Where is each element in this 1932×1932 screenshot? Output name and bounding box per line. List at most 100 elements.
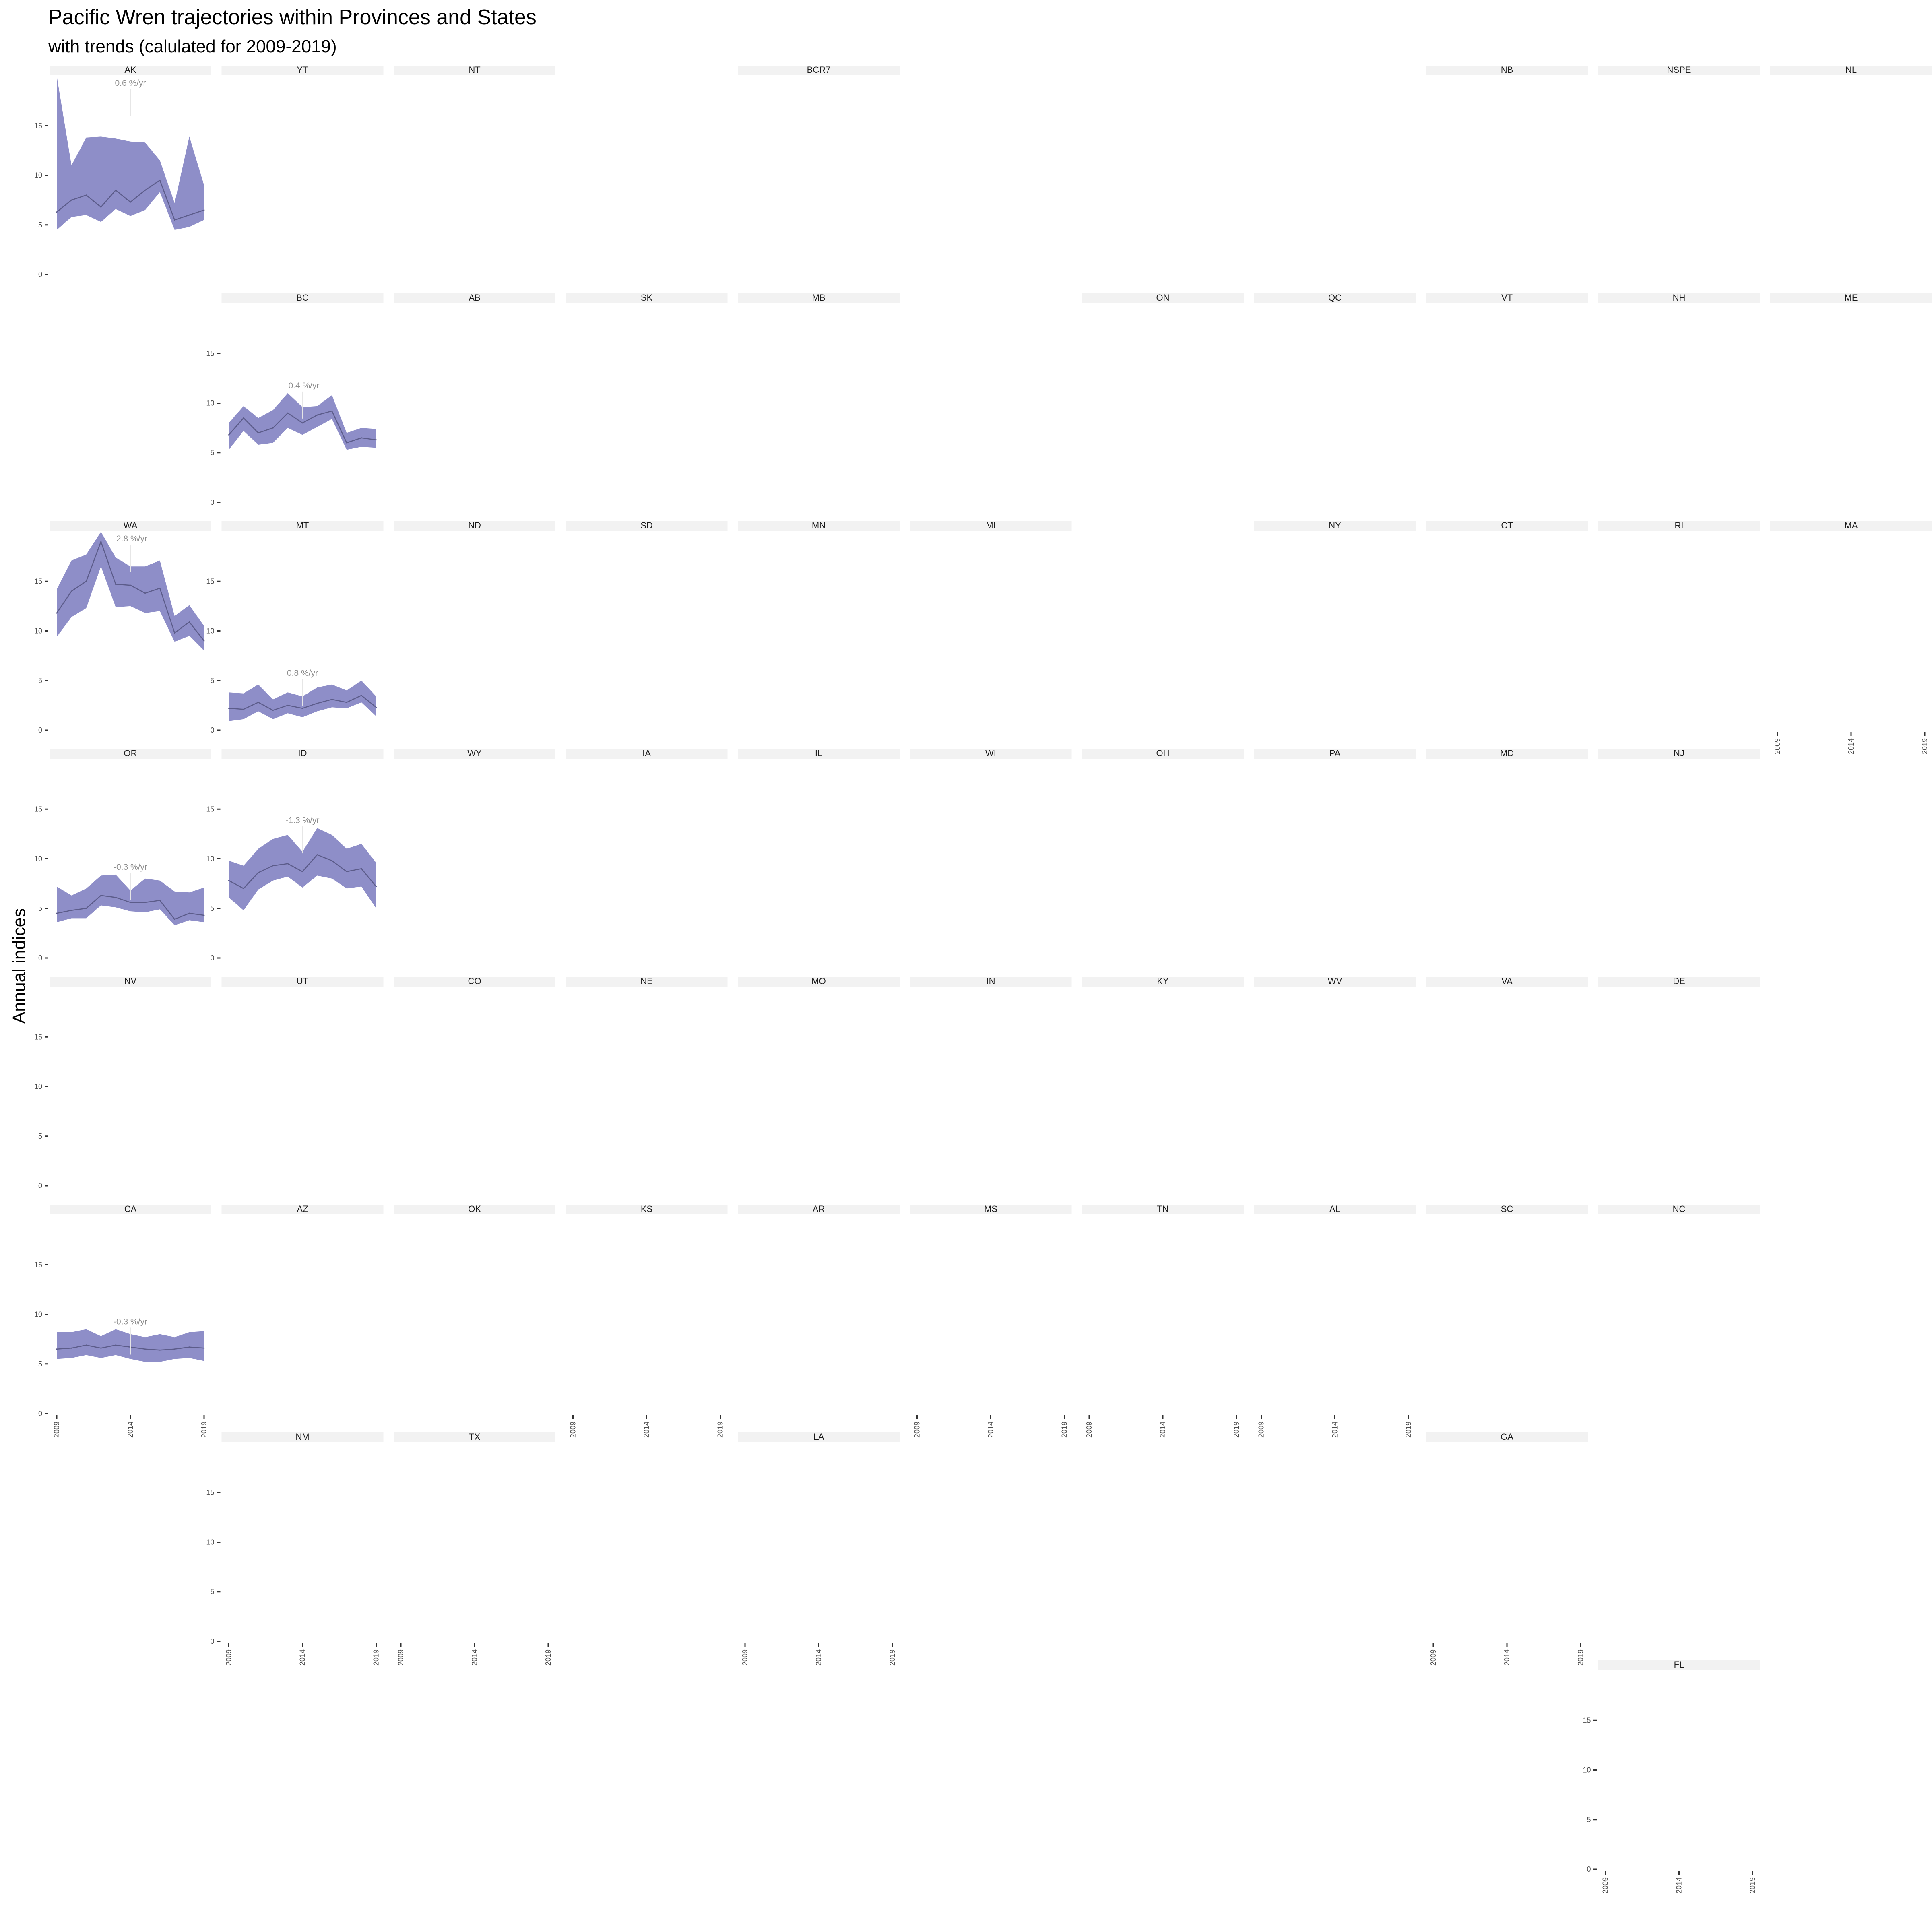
facet-strip-label: ID: [298, 748, 307, 758]
data-point: [361, 437, 362, 439]
confidence-ribbon: [229, 828, 376, 910]
data-point: [258, 872, 259, 873]
facet-strip-label: MO: [811, 976, 826, 986]
data-point: [159, 900, 161, 901]
data-point: [316, 702, 318, 704]
data-point: [203, 914, 205, 916]
facet-panel-md: MD: [1426, 748, 1588, 759]
facet-panel-mb: MB: [738, 293, 900, 303]
facet-strip-label: YT: [297, 65, 308, 75]
data-point: [243, 417, 244, 419]
x-tick-label: 2019: [1749, 1877, 1757, 1893]
x-tick-label: 2009: [741, 1649, 749, 1666]
data-point: [71, 590, 72, 592]
facet-strip-label: NJ: [1674, 748, 1684, 758]
facet-panel-pa: PA: [1254, 748, 1416, 759]
y-tick-label: 0: [38, 1410, 42, 1418]
data-point: [376, 439, 377, 441]
facet-strip-label: UT: [297, 976, 308, 986]
facet-strip: [1598, 749, 1760, 759]
confidence-ribbon: [229, 393, 376, 450]
x-tick-label: 2009: [1085, 1422, 1093, 1438]
data-point: [100, 541, 102, 543]
y-tick-label: 0: [38, 1182, 42, 1190]
y-tick-label: 10: [34, 627, 42, 635]
y-tick-label: 5: [38, 677, 42, 685]
facet-strip: [221, 1432, 384, 1442]
y-tick-label: 15: [34, 577, 42, 585]
y-tick-label: 15: [34, 1261, 42, 1269]
facet-strip-label: TX: [469, 1432, 480, 1442]
facet-strip-label: KS: [641, 1204, 652, 1214]
facet-panel-fl: FL 0 5 10 15 2009 2014 2019: [1583, 1660, 1760, 1893]
facet-strip: [738, 977, 900, 987]
data-point: [115, 897, 116, 898]
y-tick-label: 5: [210, 1588, 214, 1596]
data-point: [188, 214, 190, 216]
x-tick-label: 2009: [1773, 738, 1781, 754]
facet-panel-ma: MA 2009 2014 2019: [1770, 520, 1932, 754]
x-tick-label: 2014: [987, 1422, 995, 1438]
x-tick-label: 2009: [1257, 1422, 1265, 1438]
facet-strip-label: KY: [1157, 976, 1169, 986]
facet-strip-label: AK: [124, 65, 136, 75]
y-tick-label: 10: [206, 627, 214, 635]
data-point: [174, 219, 175, 221]
trend-label: 0.8 %/yr: [287, 669, 318, 678]
facet-strip: [221, 1205, 384, 1214]
trend-label: -0.3 %/yr: [114, 863, 147, 872]
data-point: [130, 201, 131, 203]
facet-panel-oh: OH: [1082, 748, 1244, 759]
facet-strip-label: NV: [124, 976, 137, 986]
facet-strip-label: NL: [1845, 65, 1857, 75]
y-tick-label: 5: [210, 904, 214, 912]
facet-strip: [221, 66, 384, 75]
facet-strip: [221, 749, 384, 759]
data-point: [100, 1347, 102, 1349]
x-tick-label: 2014: [126, 1422, 134, 1438]
data-point: [258, 432, 259, 433]
facet-strip: [1598, 1205, 1760, 1214]
x-tick-label: 2019: [544, 1649, 552, 1666]
facet-panel-ne: NE: [566, 976, 728, 987]
facet-panel-id: ID -1.3 %/yr 0 5 10 15: [206, 748, 384, 962]
data-point: [56, 912, 58, 914]
facet-strip: [1598, 521, 1760, 531]
facet-panel-ky: KY: [1082, 976, 1244, 987]
facet-strip: [1426, 521, 1588, 531]
facet-strip-label: OK: [468, 1204, 481, 1214]
facet-panel-mt: MT 0.8 %/yr 0 5 10 15: [206, 520, 384, 734]
facet-strip: [738, 1432, 900, 1442]
facet-strip: [50, 1205, 211, 1214]
facet-strip: [566, 521, 728, 531]
data-point: [272, 427, 274, 429]
facet-panel-or: OR -0.3 %/yr 0 5 10 15: [34, 748, 211, 962]
x-tick-label: 2009: [913, 1422, 921, 1438]
facet-strip-label: ME: [1845, 293, 1858, 303]
y-tick-label: 0: [1587, 1865, 1591, 1873]
x-tick-label: 2019: [1405, 1422, 1413, 1438]
facet-strip: [1254, 521, 1416, 531]
facet-panel-ab: AB: [394, 293, 555, 303]
facet-strip-label: BCR7: [807, 65, 831, 75]
facet-strip: [1082, 293, 1244, 303]
y-tick-label: 10: [34, 1083, 42, 1091]
trend-label: -2.8 %/yr: [114, 534, 147, 543]
data-point: [316, 414, 318, 416]
facet-strip-label: NH: [1673, 293, 1686, 303]
facet-strip: [1770, 293, 1932, 303]
facet-strip-label: NE: [640, 976, 653, 986]
data-point: [115, 190, 116, 191]
data-point: [144, 190, 146, 191]
facet-panel-wy: WY: [394, 748, 555, 759]
facet-panel-al: AL 2009 2014 2019: [1254, 1204, 1416, 1438]
data-point: [56, 211, 58, 213]
facet-strip: [50, 977, 211, 987]
y-tick-label: 15: [34, 122, 42, 130]
data-point: [100, 895, 102, 896]
data-point: [287, 863, 289, 865]
facet-strip-label: NC: [1673, 1204, 1686, 1214]
trend-label: 0.6 %/yr: [115, 78, 146, 88]
facet-strip: [221, 521, 384, 531]
facet-panel-nt: NT: [394, 65, 555, 75]
